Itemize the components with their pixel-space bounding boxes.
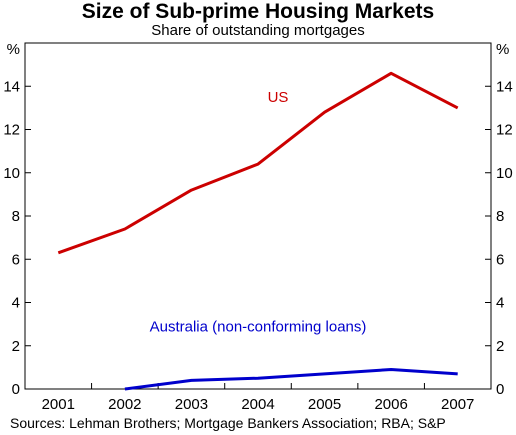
x-tick-label: 2004 bbox=[241, 396, 274, 413]
y-tick-label-left: 0 bbox=[12, 381, 20, 398]
x-tick-label: 2002 bbox=[108, 396, 141, 413]
x-tick-label: 2006 bbox=[374, 396, 407, 413]
y-tick-label-right: 10 bbox=[496, 165, 513, 182]
y-axis-unit-right: % bbox=[496, 41, 509, 58]
chart-series bbox=[57, 71, 459, 391]
y-tick-label-left: 14 bbox=[3, 78, 20, 95]
y-tick-label-right: 8 bbox=[496, 208, 504, 225]
y-tick-label-left: 4 bbox=[12, 295, 20, 312]
y-tick-label-left: 8 bbox=[12, 208, 20, 225]
x-tick-label: 2005 bbox=[308, 396, 341, 413]
x-tick-label: 2001 bbox=[42, 396, 75, 413]
y-tick-label-left: 2 bbox=[12, 338, 20, 355]
y-tick-label-left: 6 bbox=[12, 251, 20, 268]
us-series-label: US bbox=[268, 89, 289, 106]
y-tick-label-right: 6 bbox=[496, 251, 504, 268]
australia-series-line bbox=[124, 368, 458, 391]
y-tick-label-left: 10 bbox=[3, 165, 20, 182]
y-tick-label-right: 4 bbox=[496, 295, 504, 312]
y-tick-label-right: 0 bbox=[496, 381, 504, 398]
chart-subtitle: Share of outstanding mortgages bbox=[151, 22, 365, 39]
plot-frame bbox=[24, 42, 492, 390]
chart-axes: 0 0 2 2 4 4 6 6 8 8 10 10 12 12 14 14% % 2001 2002 2003 2004… bbox=[3, 41, 512, 413]
x-tick-label: 2003 bbox=[175, 396, 208, 413]
y-axis-unit-left: % bbox=[7, 41, 20, 58]
chart-series-labels: US Australia (non-conforming loans) bbox=[150, 89, 367, 335]
x-tick-label: 2007 bbox=[441, 396, 474, 413]
y-tick-label-right: 12 bbox=[496, 122, 513, 139]
chart-source-note: Sources: Lehman Brothers; Mortgage Banke… bbox=[10, 415, 446, 431]
chart-title: Size of Sub-prime Housing Markets bbox=[81, 0, 435, 23]
y-tick-label-right: 14 bbox=[496, 78, 513, 95]
us-series-line bbox=[57, 71, 459, 255]
y-tick-label-left: 12 bbox=[3, 122, 20, 139]
y-tick-label-right: 2 bbox=[496, 338, 504, 355]
australia-series-label: Australia (non-conforming loans) bbox=[150, 318, 367, 335]
